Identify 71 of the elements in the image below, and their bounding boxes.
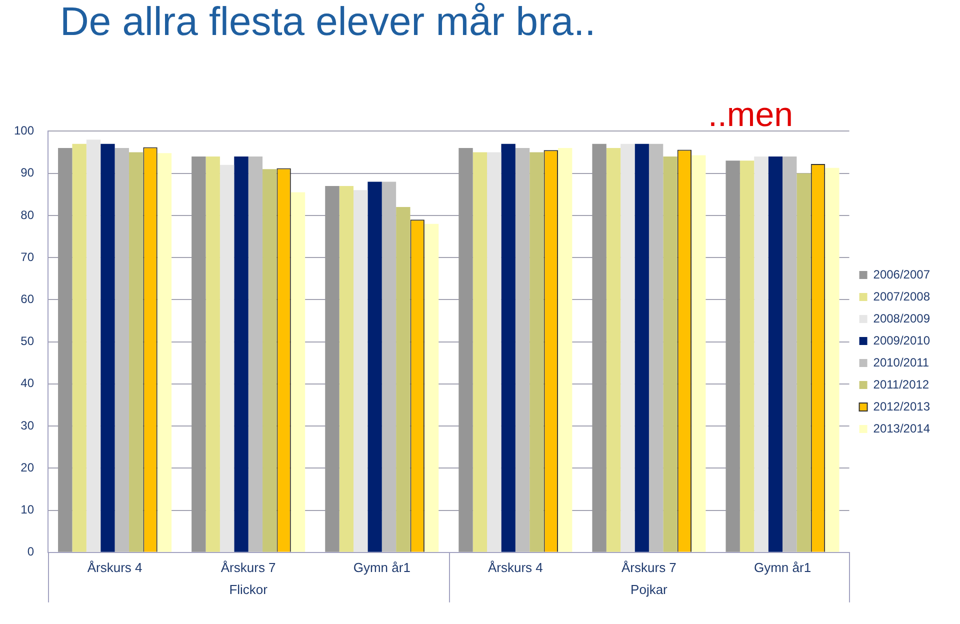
x-tick-label: Årskurs 7 (622, 560, 676, 575)
text: Pojkar (630, 582, 668, 597)
y-tick-label: 80 (20, 208, 34, 222)
legend-label: 2013/2014 (873, 421, 930, 436)
bar (648, 144, 664, 552)
legend-label: 2008/2009 (873, 311, 930, 326)
y-tick-label: 60 (20, 292, 34, 306)
x-tick-label: Årskurs 7 (220, 560, 276, 575)
y-tick-label: 20 (20, 460, 34, 474)
bar (754, 156, 768, 552)
bar (782, 156, 797, 552)
y-tick-label: 50 (20, 334, 34, 348)
bar (354, 190, 368, 552)
bar (768, 156, 783, 552)
bar (620, 144, 635, 552)
bar (458, 148, 473, 552)
x-tick-label: Gymn år1 (353, 560, 410, 575)
bar (515, 148, 530, 552)
bar (220, 164, 234, 552)
bar (424, 224, 439, 552)
chart-title: De allra flesta elever mår bra.. (60, 0, 596, 44)
bar (382, 182, 396, 552)
bar (692, 155, 706, 552)
bar (530, 152, 544, 552)
bar (501, 144, 516, 552)
y-tick-label: 0 (27, 544, 34, 559)
bar (634, 144, 649, 552)
annotation: ..men (708, 96, 794, 135)
y-tick-label: 40 (20, 376, 34, 390)
bar (796, 173, 811, 552)
bar (72, 144, 86, 552)
bar (100, 144, 115, 552)
bar (192, 156, 206, 552)
bar (325, 186, 340, 552)
bar (592, 144, 606, 552)
text: Flickor (229, 582, 268, 597)
bar (396, 207, 410, 552)
bar (114, 148, 129, 552)
bar (290, 192, 306, 552)
bar (58, 148, 72, 552)
bar (157, 153, 172, 552)
bar (339, 186, 354, 552)
bar (487, 152, 502, 552)
bar (606, 148, 621, 552)
bar (368, 182, 382, 552)
x-tick-label: Gymn år1 (754, 560, 812, 575)
bar (472, 152, 488, 552)
legend-label: 2006/2007 (873, 267, 930, 282)
legend-label: 2009/2010 (873, 333, 930, 348)
bar (234, 156, 248, 552)
bar (248, 156, 263, 552)
legend-label: 2010/2011 (873, 355, 930, 370)
bar (128, 152, 144, 552)
y-tick-label: 10 (20, 502, 34, 517)
bar (558, 148, 572, 552)
bar (262, 169, 277, 552)
bar (825, 168, 840, 552)
bar (86, 140, 101, 552)
legend-label: 2007/2008 (873, 289, 930, 304)
bar (206, 156, 220, 552)
y-tick-label: 100 (14, 124, 34, 138)
bar (740, 160, 754, 552)
x-tick-label: Årskurs 4 (87, 560, 142, 575)
legend-label: 2012/2013 (873, 399, 930, 414)
y-tick-label: 70 (20, 250, 34, 264)
y-tick-label: 90 (20, 166, 34, 180)
bar (663, 156, 678, 552)
legend-label: 2011/2012 (873, 377, 930, 392)
bar (726, 160, 740, 552)
y-tick-label: 30 (20, 418, 34, 432)
x-tick-label: Årskurs 4 (488, 560, 543, 575)
